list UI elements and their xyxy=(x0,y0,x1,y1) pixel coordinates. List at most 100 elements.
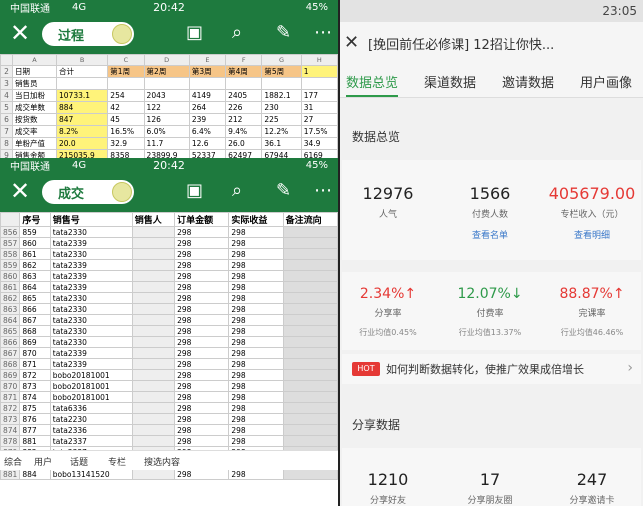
table-cell[interactable]: 4149 xyxy=(188,89,227,102)
income-cell[interactable]: 298 xyxy=(228,226,284,238)
income-cell[interactable]: 298 xyxy=(228,336,284,348)
search-tab[interactable]: 综合 xyxy=(4,458,23,468)
table-cell[interactable]: tata2330 xyxy=(49,226,133,238)
table-cell[interactable]: 2405 xyxy=(225,89,263,102)
table-cell[interactable]: 873 xyxy=(19,380,51,392)
table-cell[interactable]: tata2330 xyxy=(49,314,133,326)
more-icon[interactable]: ⋯ xyxy=(314,22,332,43)
table-cell[interactable]: 867 xyxy=(19,314,51,326)
table-cell[interactable]: 合计 xyxy=(55,65,109,78)
table-cell[interactable]: 当日加粉 xyxy=(12,89,57,102)
table-cell[interactable]: 日期 xyxy=(12,65,57,78)
table-cell[interactable]: bobo20181001 xyxy=(49,380,133,392)
column-header[interactable]: F xyxy=(225,54,263,66)
table-cell[interactable] xyxy=(188,77,227,90)
table-cell[interactable]: tata2337 xyxy=(49,435,133,447)
table-cell[interactable]: 884 xyxy=(55,101,109,114)
order-amount-cell[interactable]: 298 xyxy=(174,468,230,480)
row-number[interactable]: 878 xyxy=(0,435,21,447)
column-header[interactable]: 备注流向 xyxy=(282,212,338,227)
row-number[interactable]: 857 xyxy=(0,237,21,249)
search-tab[interactable]: 用户 xyxy=(34,458,53,468)
row-number[interactable]: 872 xyxy=(0,402,21,414)
row-number[interactable]: 7 xyxy=(0,125,13,138)
table-cell[interactable]: 6169 xyxy=(300,149,338,158)
column-header[interactable]: B xyxy=(55,54,109,66)
view-details-link[interactable]: 查看明细 xyxy=(573,231,610,241)
order-amount-cell[interactable]: 298 xyxy=(174,259,230,271)
table-cell[interactable]: 成交单数 xyxy=(12,101,57,114)
row-number[interactable]: 866 xyxy=(0,336,21,348)
view-list-link[interactable]: 查看名单 xyxy=(471,231,508,241)
row-number[interactable]: 867 xyxy=(0,347,21,359)
table-cell[interactable]: 847 xyxy=(55,113,109,126)
table-cell[interactable]: 864 xyxy=(19,281,51,293)
income-cell[interactable]: 298 xyxy=(228,314,284,326)
row-number[interactable]: 858 xyxy=(0,248,21,260)
table-cell[interactable]: 16.5% xyxy=(107,125,145,138)
order-amount-cell[interactable]: 298 xyxy=(174,358,230,370)
table-cell[interactable]: 32.9 xyxy=(107,137,145,150)
table-cell[interactable]: 126 xyxy=(143,113,190,126)
row-number[interactable]: 868 xyxy=(0,358,21,370)
order-amount-cell[interactable]: 298 xyxy=(174,325,230,337)
table-cell[interactable]: 863 xyxy=(19,270,51,282)
order-amount-cell[interactable]: 298 xyxy=(174,402,230,414)
table-cell[interactable]: 销售员 xyxy=(12,77,57,90)
income-cell[interactable]: 298 xyxy=(228,325,284,337)
income-cell[interactable]: 298 xyxy=(228,237,284,249)
row-number[interactable]: 869 xyxy=(0,369,21,381)
table-cell[interactable]: 254 xyxy=(107,89,145,102)
table-cell[interactable]: 870 xyxy=(19,347,51,359)
table-cell[interactable]: 52337 xyxy=(188,149,227,158)
order-amount-cell[interactable]: 298 xyxy=(174,347,230,359)
table-cell[interactable]: 869 xyxy=(19,336,51,348)
order-amount-cell[interactable]: 298 xyxy=(174,435,230,447)
table-cell[interactable]: 11.7 xyxy=(143,137,190,150)
table-cell[interactable]: tata2330 xyxy=(49,303,133,315)
table-cell[interactable]: 1 xyxy=(300,65,338,78)
table-cell[interactable]: 859 xyxy=(19,226,51,238)
search-tab[interactable]: 搜选内容 xyxy=(144,458,181,468)
table-cell[interactable]: 按货数 xyxy=(12,113,57,126)
row-number[interactable]: 881 xyxy=(0,468,21,480)
column-header[interactable]: A xyxy=(12,54,57,66)
wrench-icon[interactable]: ✎ xyxy=(276,180,292,201)
table-cell[interactable]: 860 xyxy=(19,237,51,249)
row-number[interactable]: 860 xyxy=(0,270,21,282)
table-cell[interactable]: 销售金额 xyxy=(12,149,57,158)
table-cell[interactable]: 31 xyxy=(300,101,338,114)
table-cell[interactable] xyxy=(55,77,109,90)
table-cell[interactable]: 861 xyxy=(19,248,51,260)
income-cell[interactable]: 298 xyxy=(228,270,284,282)
table-cell[interactable]: 6.4% xyxy=(188,125,227,138)
table-cell[interactable]: 第1周 xyxy=(107,65,145,78)
row-number[interactable]: 856 xyxy=(0,226,21,238)
table-cell[interactable]: 26.0 xyxy=(225,137,263,150)
table-cell[interactable]: 第3周 xyxy=(188,65,227,78)
order-amount-cell[interactable]: 298 xyxy=(174,292,230,304)
row-number[interactable]: 8 xyxy=(0,137,13,150)
table-cell[interactable]: 17.5% xyxy=(300,125,338,138)
table-cell[interactable]: 877 xyxy=(19,424,51,436)
sheet-toggle[interactable]: 成交 xyxy=(42,180,134,204)
table-cell[interactable]: 8.2% xyxy=(55,125,109,138)
table-cell[interactable]: 225 xyxy=(261,113,302,126)
table-cell[interactable]: 264 xyxy=(188,101,227,114)
table-cell[interactable]: tata2330 xyxy=(49,292,133,304)
table-cell[interactable]: 862 xyxy=(19,259,51,271)
order-amount-cell[interactable]: 298 xyxy=(174,270,230,282)
sheet-toggle[interactable]: 过程 xyxy=(42,22,134,46)
table-cell[interactable]: tata6336 xyxy=(49,402,133,414)
table-cell[interactable] xyxy=(225,77,263,90)
table-cell[interactable]: 875 xyxy=(19,402,51,414)
table-cell[interactable]: 第5周 xyxy=(261,65,302,78)
column-header[interactable]: 实际收益 xyxy=(228,212,284,227)
table-cell[interactable]: tata2330 xyxy=(49,336,133,348)
column-header[interactable]: D xyxy=(143,54,190,66)
order-amount-cell[interactable]: 298 xyxy=(174,314,230,326)
column-header[interactable]: 销售号 xyxy=(49,212,133,227)
income-cell[interactable]: 298 xyxy=(228,281,284,293)
table-cell[interactable]: 9.4% xyxy=(225,125,263,138)
table-cell[interactable]: tata2336 xyxy=(49,424,133,436)
